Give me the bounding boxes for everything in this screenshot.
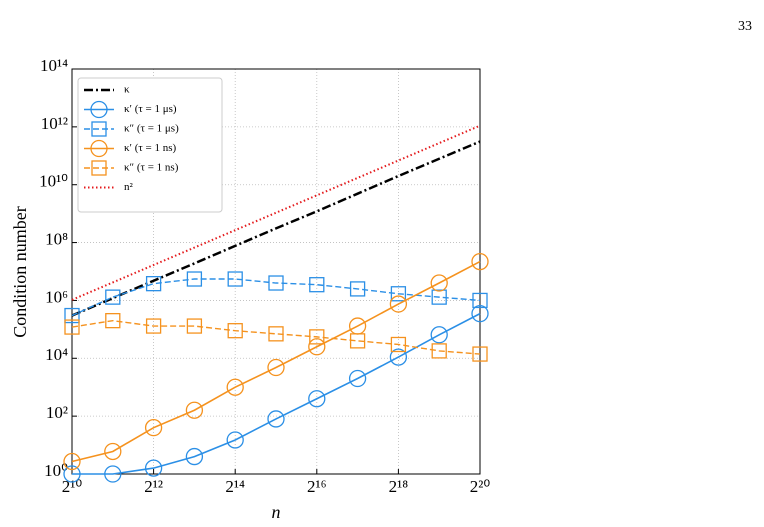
legend-label: κ — [124, 84, 130, 96]
point-marker — [349, 333, 366, 349]
series-line — [71, 140, 481, 317]
point-marker — [90, 139, 108, 158]
point-marker — [64, 319, 80, 335]
point-marker — [348, 369, 367, 388]
point-marker — [308, 390, 326, 408]
point-marker — [185, 447, 204, 466]
point-marker — [430, 274, 448, 292]
point-marker — [91, 160, 107, 176]
y-tick-label: 10⁴ — [45, 345, 68, 364]
y-tick-label: 10⁰ — [44, 461, 68, 480]
point-marker — [389, 348, 408, 366]
point-marker — [472, 346, 488, 362]
x-tick-label: 2¹⁶ — [307, 477, 327, 496]
point-marker — [91, 121, 107, 137]
series-line — [72, 312, 481, 475]
point-marker — [186, 318, 203, 334]
legend-label: κ″ (τ = 1 ns) — [124, 162, 179, 174]
legend-label: κ′ (τ = 1 μs) — [124, 103, 177, 115]
point-marker — [309, 277, 325, 293]
point-marker — [227, 271, 243, 287]
point-marker — [186, 271, 203, 287]
legend: κ κ′ (τ = 1 μs) κ″ (τ = 1 μs) κ′ (τ = 1 ns)… — [77, 77, 223, 213]
series-line — [71, 319, 481, 355]
y-tick-label: 10¹⁰ — [39, 172, 68, 191]
plot-frame — [71, 68, 481, 475]
point-marker — [105, 289, 121, 305]
x-axis-label: n — [272, 502, 281, 522]
point-marker — [471, 304, 489, 323]
point-marker — [268, 275, 284, 291]
point-marker — [145, 276, 162, 292]
point-marker — [472, 292, 488, 309]
series-line — [71, 278, 481, 317]
point-marker — [267, 358, 285, 377]
point-marker — [144, 459, 163, 477]
x-tick-label: 2²⁰ — [470, 477, 491, 496]
point-marker — [64, 307, 80, 324]
y-tick-label: 10⁸ — [45, 229, 68, 248]
point-marker — [104, 442, 122, 461]
point-marker — [90, 100, 108, 119]
legend-label: n² — [124, 181, 134, 193]
point-marker — [308, 338, 326, 356]
x-tick-label: 2¹⁴ — [225, 477, 245, 496]
y-tick-label: 10¹² — [41, 114, 68, 133]
point-marker — [267, 410, 285, 428]
point-marker — [268, 326, 284, 342]
y-tick-label: 10⁶ — [45, 287, 68, 306]
point-marker — [309, 329, 325, 345]
point-marker — [349, 281, 366, 297]
legend-label: κ′ (τ = 1 ns) — [124, 142, 177, 154]
page-number: 33 — [738, 19, 752, 34]
legend-box — [77, 77, 223, 213]
point-marker — [104, 465, 122, 483]
point-marker — [431, 289, 447, 305]
point-marker — [390, 286, 407, 302]
x-tick-label: 2¹² — [144, 477, 163, 496]
point-marker — [390, 336, 407, 353]
point-marker — [105, 312, 121, 329]
point-marker — [431, 343, 447, 359]
point-marker — [226, 431, 244, 449]
x-tick-label: 2¹⁸ — [389, 477, 409, 496]
y-tick-label: 10² — [46, 403, 68, 422]
y-axis-label: Condition number — [10, 206, 30, 338]
series-line — [71, 260, 481, 463]
point-marker — [185, 401, 204, 419]
point-marker — [63, 452, 81, 471]
point-marker — [144, 419, 163, 437]
point-marker — [430, 326, 448, 344]
legend-label: κ″ (τ = 1 μs) — [124, 123, 179, 135]
point-marker — [145, 318, 162, 334]
y-tick-label: 10¹⁴ — [40, 56, 68, 75]
x-tick-label: 2¹⁰ — [62, 477, 83, 496]
point-marker — [389, 295, 408, 313]
point-marker — [63, 465, 81, 483]
point-marker — [227, 323, 243, 339]
point-marker — [471, 252, 489, 271]
point-marker — [226, 378, 244, 396]
